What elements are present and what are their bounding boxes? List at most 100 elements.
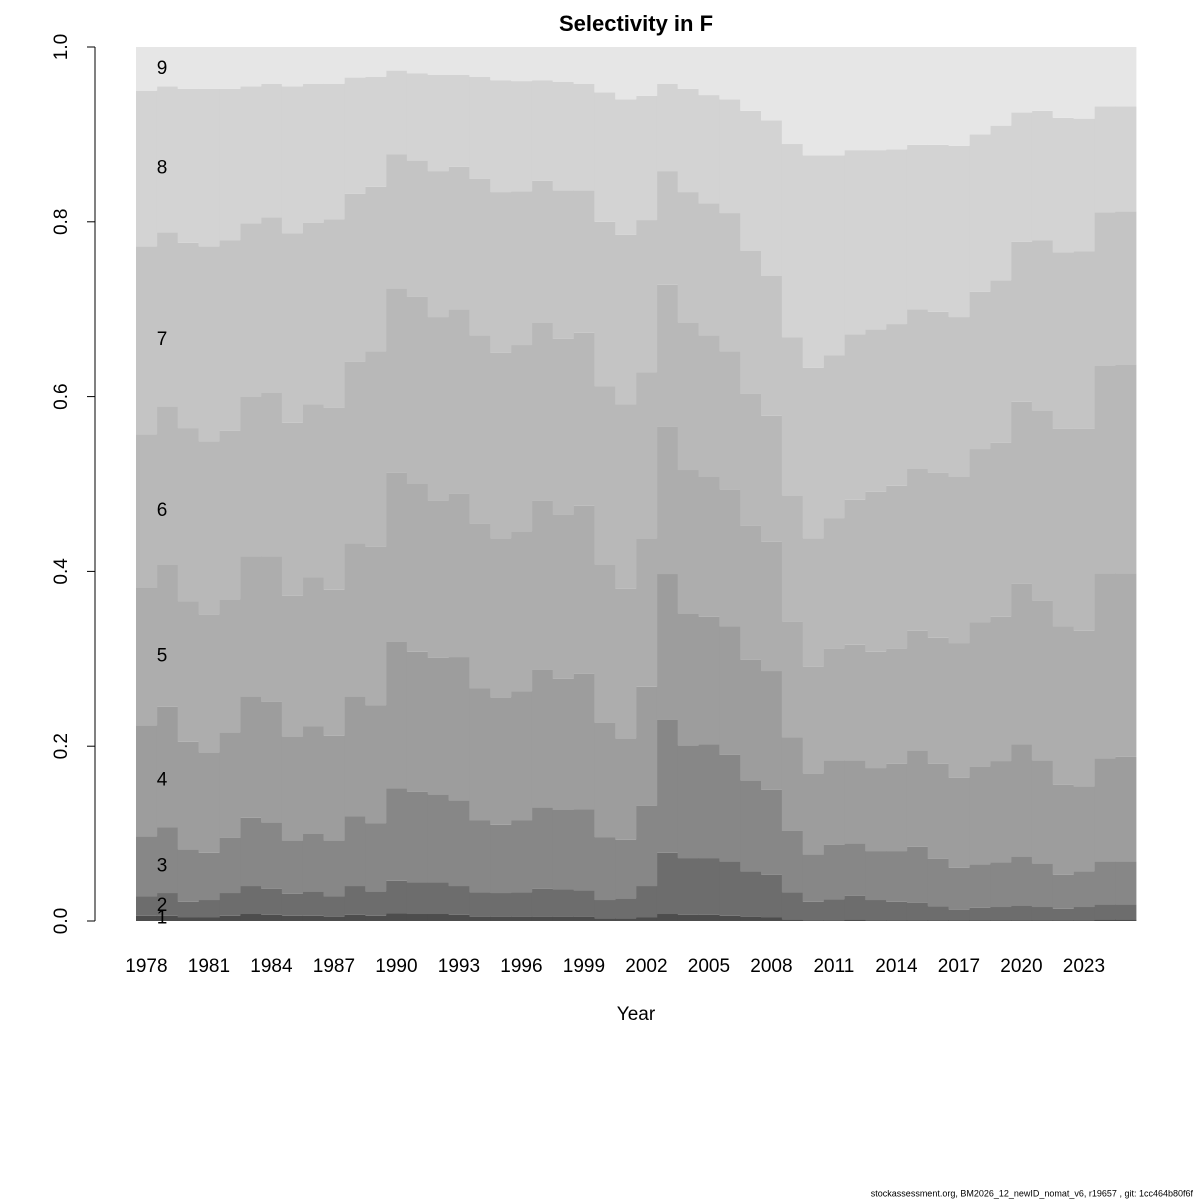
bar-segment: [906, 309, 929, 469]
bar-segment: [281, 422, 304, 596]
bar-segment: [177, 242, 199, 429]
bar-segment: [886, 763, 908, 852]
bar-segment: [656, 852, 679, 915]
bar-segment: [177, 88, 199, 243]
bar-segment: [740, 393, 762, 526]
bar-segment: [615, 738, 637, 840]
bar-segment: [344, 47, 366, 78]
bar-segment: [573, 505, 595, 674]
bar-segment: [1073, 786, 1095, 872]
series-label: 2: [157, 895, 168, 916]
bar-segment: [677, 47, 699, 89]
bar-segment: [781, 892, 804, 920]
bar-segment: [448, 166, 470, 310]
bar-segment: [177, 917, 199, 921]
bar-segment: [552, 916, 574, 921]
bar-segment: [1115, 861, 1137, 905]
bar-segment: [261, 392, 283, 557]
y-tick-label: 0.0: [51, 908, 72, 934]
bar-segment: [365, 823, 387, 892]
bar-segment: [781, 830, 804, 893]
series-label: 4: [157, 770, 168, 791]
bar-segment: [1031, 760, 1054, 864]
bar-segment: [427, 794, 449, 883]
bar-segment: [761, 671, 783, 790]
bar-segment: [615, 918, 637, 921]
bar-segment: [136, 896, 158, 916]
bar-segment: [698, 335, 720, 478]
bar-segment: [177, 741, 199, 850]
bar-segment: [990, 862, 1012, 908]
bar-segment: [198, 47, 220, 89]
bar-segment: [1073, 871, 1095, 908]
bar-segment: [698, 95, 720, 204]
bar-segment: [927, 637, 949, 764]
bar-segment: [281, 915, 304, 921]
bar-segment: [1073, 47, 1095, 119]
bar-segment: [302, 915, 324, 921]
bar-segment: [802, 666, 824, 774]
bar-segment: [927, 47, 949, 145]
bar-segment: [886, 920, 908, 921]
series-label: 8: [157, 158, 168, 179]
x-tick-label: 2014: [875, 956, 918, 977]
bar-segment: [1052, 252, 1074, 429]
bar-segment: [969, 449, 991, 623]
x-tick-label: 1999: [563, 956, 605, 977]
bar-segment: [1073, 630, 1095, 787]
bar-segment: [594, 92, 616, 222]
bar-segment: [490, 824, 512, 894]
bar-segment: [323, 83, 345, 220]
bar-segment: [719, 754, 741, 862]
bar-segment: [615, 839, 637, 899]
bar-segment: [448, 493, 470, 658]
bar-segment: [406, 484, 429, 652]
bar-segment: [886, 324, 908, 486]
bar-segment: [240, 86, 262, 224]
bar-segment: [281, 840, 304, 894]
bar-segment: [656, 719, 679, 853]
bar-segment: [490, 916, 512, 921]
bar-segment: [198, 441, 220, 615]
bar-segment: [531, 47, 554, 81]
bar-segment: [948, 317, 970, 478]
x-tick-label: 2008: [750, 956, 792, 977]
bar-segment: [823, 47, 845, 156]
bar-segment: [386, 788, 408, 881]
bar-segment: [1011, 241, 1033, 402]
bar-segment: [1094, 861, 1116, 905]
bar-segment: [990, 280, 1012, 443]
bar-segment: [552, 514, 574, 679]
x-tick-label: 1993: [438, 956, 480, 977]
bar-segment: [323, 407, 345, 590]
bar-segment: [240, 556, 262, 697]
x-axis-label: Year: [617, 1004, 656, 1025]
bar-segment: [156, 706, 179, 828]
bar-segment: [927, 920, 949, 921]
bar-segment: [219, 837, 241, 894]
bar-segment: [761, 120, 783, 276]
bar-segment: [344, 886, 366, 915]
bar-segment: [823, 760, 845, 845]
bar-segment: [844, 150, 866, 335]
bar-segment: [886, 149, 908, 325]
bar-segment: [615, 234, 637, 405]
bar-segment: [740, 659, 762, 781]
bar-segment: [1031, 600, 1054, 761]
bar-segment: [990, 442, 1012, 617]
bar-segment: [552, 678, 574, 811]
bar-segment: [802, 773, 824, 855]
bar-segment: [511, 892, 533, 917]
bar-segment: [719, 351, 741, 490]
bar-segment: [823, 648, 845, 761]
bar-segment: [240, 47, 262, 87]
bar-segment: [156, 232, 179, 407]
bar-segment: [198, 614, 220, 753]
bar-segment: [573, 190, 595, 333]
bar-segment: [448, 800, 470, 887]
bar-segment: [344, 696, 366, 817]
bar-segment: [302, 577, 324, 727]
bar-segment: [261, 888, 283, 915]
bar-segment: [636, 220, 658, 373]
bar-segment: [177, 601, 199, 742]
